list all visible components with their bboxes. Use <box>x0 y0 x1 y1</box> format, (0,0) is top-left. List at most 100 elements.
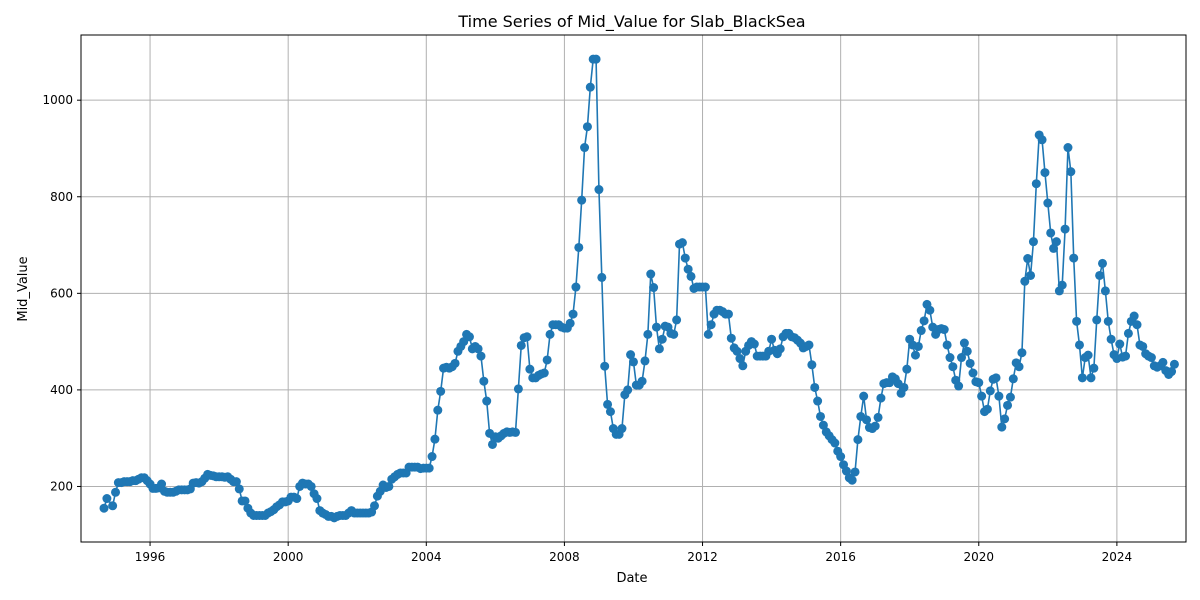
data-point <box>1167 367 1177 377</box>
data-point <box>513 384 523 394</box>
data-point <box>623 385 633 395</box>
data-point <box>669 329 679 339</box>
data-point <box>1089 363 1099 373</box>
data-point <box>1098 258 1107 268</box>
data-point <box>816 411 826 421</box>
data-point <box>643 329 653 339</box>
x-tick-label: 2008 <box>549 550 580 564</box>
data-point <box>108 501 118 511</box>
data-point <box>657 334 667 344</box>
chart-title: Time Series of Mid_Value for Slab_BlackS… <box>457 12 805 32</box>
y-tick-label: 400 <box>50 383 73 397</box>
data-point <box>873 412 883 422</box>
data-point <box>511 427 520 437</box>
data-point <box>1037 135 1047 145</box>
data-point <box>603 399 613 409</box>
data-point <box>1040 168 1050 178</box>
data-point <box>1066 167 1076 177</box>
data-point <box>433 405 443 415</box>
data-point <box>1123 328 1133 338</box>
data-point <box>732 346 742 356</box>
data-point <box>651 322 661 332</box>
data-point <box>574 242 584 252</box>
data-point <box>1014 362 1024 372</box>
data-point <box>945 353 955 363</box>
data-point <box>853 435 863 445</box>
data-point <box>738 361 748 371</box>
data-point <box>565 318 575 328</box>
data-point <box>919 316 929 326</box>
series-line <box>103 58 1176 519</box>
data-point <box>1106 334 1116 344</box>
data-point <box>1077 373 1087 383</box>
data-point <box>99 503 109 513</box>
data-point <box>1043 198 1053 208</box>
data-point <box>1000 414 1010 424</box>
data-point <box>1072 316 1082 326</box>
data-point <box>959 338 969 348</box>
data-point <box>473 344 483 354</box>
y-tick-label: 200 <box>50 479 73 493</box>
data-point <box>836 452 846 462</box>
y-axis-label: Mid_Value <box>16 256 31 321</box>
x-tick-label: 1996 <box>135 550 166 564</box>
data-point <box>436 386 446 396</box>
data-point <box>683 264 693 274</box>
data-point <box>862 415 872 425</box>
data-point <box>1086 373 1096 383</box>
data-point <box>876 393 886 403</box>
y-tick-label: 800 <box>50 190 73 204</box>
data-point <box>1003 400 1013 410</box>
data-point <box>1063 143 1073 153</box>
data-point <box>899 382 909 392</box>
data-point <box>994 391 1004 401</box>
data-point <box>703 329 713 339</box>
data-point <box>1031 179 1041 189</box>
data-point <box>649 283 659 293</box>
data-point <box>450 358 460 368</box>
data-point <box>830 438 840 448</box>
data-point <box>617 424 627 434</box>
data-point <box>913 341 923 351</box>
x-tick-label: 2004 <box>411 550 442 564</box>
data-point <box>841 466 851 476</box>
data-point <box>813 396 823 406</box>
data-point <box>991 373 1001 383</box>
data-point <box>482 396 492 406</box>
data-point <box>568 309 578 319</box>
data-point <box>1017 348 1027 358</box>
data-point <box>594 185 604 195</box>
data-point <box>476 351 486 361</box>
data-point <box>539 368 549 378</box>
data-point <box>925 305 935 315</box>
data-point <box>479 376 489 386</box>
data-point <box>974 378 984 388</box>
data-point <box>775 344 785 354</box>
y-tick-label: 600 <box>50 286 73 300</box>
data-point <box>522 332 532 342</box>
data-point <box>1100 286 1110 296</box>
data-point <box>1005 392 1015 402</box>
data-point <box>726 333 736 343</box>
data-point <box>600 361 610 371</box>
data-point <box>807 360 817 370</box>
data-point <box>859 391 869 401</box>
data-point <box>954 381 964 391</box>
data-point <box>977 391 987 401</box>
data-point <box>545 329 555 339</box>
data-point <box>1069 253 1079 263</box>
data-point <box>680 253 690 263</box>
data-point <box>677 238 687 248</box>
data-point <box>810 382 820 392</box>
data-point <box>1121 351 1131 361</box>
data-point <box>591 54 601 64</box>
data-point <box>957 353 966 363</box>
data-point <box>370 501 379 511</box>
series-group <box>99 54 1179 523</box>
x-tick-label: 2020 <box>963 550 994 564</box>
data-point <box>997 422 1007 432</box>
data-point <box>968 368 978 378</box>
data-point <box>985 386 995 396</box>
data-point <box>582 122 592 132</box>
